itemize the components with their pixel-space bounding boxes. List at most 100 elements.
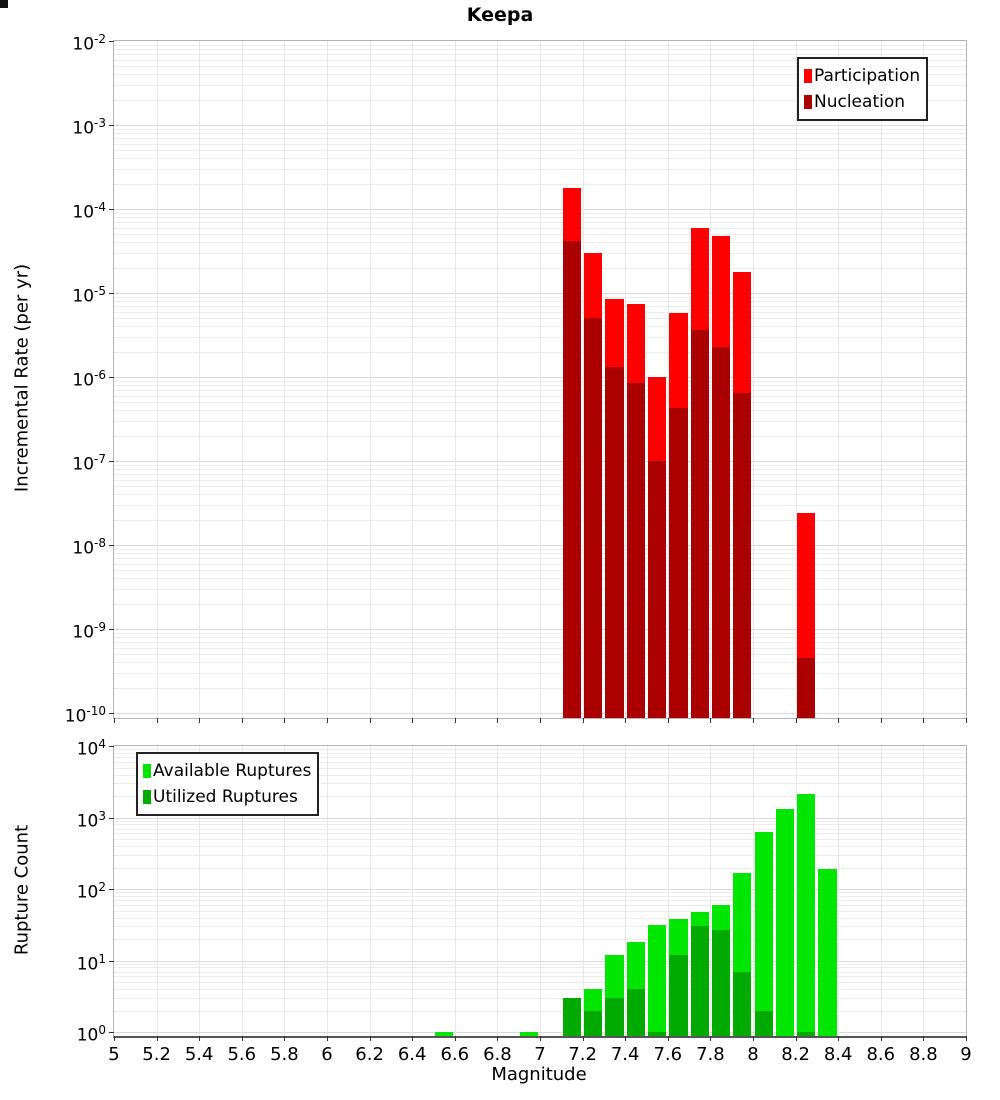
x-tick-mark: [369, 1036, 371, 1041]
available-swatch-icon: [143, 764, 151, 778]
x-tick-label: 7.8: [696, 1044, 725, 1065]
x-tick-label: 6: [321, 1044, 333, 1065]
x-tick-mark: [582, 718, 584, 723]
x-tick-mark: [582, 1036, 584, 1041]
y-tick-mark: [109, 960, 114, 962]
x-tick-mark: [753, 1036, 754, 1041]
x-tick-label: 8.8: [909, 1044, 938, 1065]
rate-y-axis-label: Incremental Rate (per yr): [11, 263, 33, 493]
bar-available-m8: [754, 832, 773, 1036]
bar-utilized-m7.6: [669, 954, 688, 1036]
legend-item-participation: Participation: [804, 63, 920, 89]
x-tick-mark: [199, 718, 201, 723]
bar-nucleation-m7.7: [690, 330, 709, 718]
gridline-vertical: [923, 746, 925, 1036]
x-tick-mark: [625, 1036, 627, 1041]
legend-item-nucleation: Nucleation: [804, 89, 920, 115]
y-tick-label: 102: [76, 880, 106, 903]
bar-utilized-m7.2: [584, 1010, 603, 1036]
y-tick-label: 103: [76, 808, 106, 832]
bar-nucleation-m7.8: [711, 346, 731, 718]
x-tick-mark: [412, 1036, 414, 1041]
x-tick-mark: [667, 1036, 669, 1041]
x-tick-label: 6.4: [397, 1044, 427, 1065]
x-tick-mark: [497, 718, 499, 723]
y-tick-mark: [109, 713, 114, 714]
x-tick-mark: [795, 1036, 797, 1041]
bar-utilized-m7.5: [648, 1032, 667, 1036]
y-tick-mark: [109, 41, 114, 42]
y-tick-label: 10-4: [72, 200, 106, 223]
x-tick-mark: [369, 718, 371, 723]
y-tick-mark: [109, 125, 114, 126]
y-tick-label: 10-7: [72, 452, 106, 475]
x-tick-mark: [454, 718, 456, 723]
x-tick-mark: [923, 1036, 925, 1041]
y-tick-label: 10-8: [72, 536, 106, 559]
x-tick-mark: [710, 718, 712, 723]
gridline-vertical: [284, 41, 286, 718]
gridline-vertical: [156, 746, 158, 1036]
count-legend: Available Ruptures Utilized Ruptures: [136, 752, 320, 816]
legend-item-available: Available Ruptures: [143, 758, 311, 784]
gridline-vertical: [667, 41, 669, 718]
x-tick-label: 7.2: [568, 1044, 597, 1065]
x-tick-mark: [156, 1036, 158, 1041]
gridline-vertical: [454, 746, 456, 1036]
x-axis-label: Magnitude: [491, 1064, 587, 1085]
gridline-vertical: [284, 746, 286, 1036]
y-tick-mark: [109, 209, 114, 210]
x-tick-label: 6.2: [355, 1044, 384, 1065]
x-tick-mark: [412, 718, 414, 723]
gridline-vertical: [199, 41, 201, 718]
gridline-vertical: [923, 41, 925, 718]
y-tick-label: 104: [76, 737, 106, 760]
x-tick-mark: [497, 1036, 499, 1041]
gridline-vertical: [412, 746, 414, 1036]
y-tick-label: 10-3: [72, 116, 106, 139]
legend-label: Utilized Ruptures: [153, 787, 298, 807]
gridline-vertical: [753, 41, 754, 718]
x-tick-mark: [327, 1036, 328, 1041]
chart-title: Keepa: [466, 4, 534, 26]
x-tick-mark: [667, 718, 669, 723]
legend-label: Available Ruptures: [153, 761, 312, 781]
x-tick-label: 6.6: [440, 1044, 470, 1065]
gridline-vertical: [625, 746, 627, 1036]
y-tick-label: 10-6: [72, 368, 106, 391]
gridline-vertical: [156, 41, 158, 718]
bar-utilized-m7.7: [690, 926, 709, 1036]
x-tick-mark: [114, 718, 115, 723]
bar-nucleation-m7.1: [562, 240, 582, 718]
gridline-vertical: [625, 41, 627, 718]
gridline-vertical: [540, 746, 541, 1036]
y-tick-label: 10-10: [64, 704, 106, 727]
bar-utilized-m8: [754, 1010, 773, 1036]
bar-nucleation-m7.5: [648, 461, 667, 718]
legend-item-utilized: Utilized Ruptures: [143, 784, 311, 810]
y-tick-mark: [109, 293, 114, 294]
y-tick-mark: [109, 817, 114, 819]
bar-nucleation-m7.9: [733, 392, 752, 718]
x-tick-mark: [540, 1036, 541, 1041]
legend-label: Participation: [814, 66, 921, 86]
participation-swatch-icon: [804, 69, 812, 83]
bar-available-m8.2: [797, 793, 816, 1036]
bar-nucleation-m7.2: [584, 318, 603, 718]
y-tick-label: 10-2: [72, 32, 106, 55]
x-tick-label: 7.4: [610, 1044, 640, 1065]
bar-available-m6.9: [520, 1032, 539, 1036]
gridline-vertical: [880, 41, 882, 718]
y-tick-mark: [109, 545, 114, 546]
bar-nucleation-m7.6: [669, 407, 688, 718]
gridline-vertical: [369, 746, 371, 1036]
x-tick-mark: [540, 718, 541, 723]
x-tick-label: 7.6: [653, 1044, 683, 1065]
x-tick-mark: [966, 1036, 967, 1041]
gridline-vertical: [454, 41, 456, 718]
x-tick-mark: [966, 718, 967, 723]
gridline-vertical: [753, 746, 754, 1036]
bar-utilized-m7.8: [711, 929, 731, 1036]
x-tick-mark: [838, 1036, 840, 1041]
